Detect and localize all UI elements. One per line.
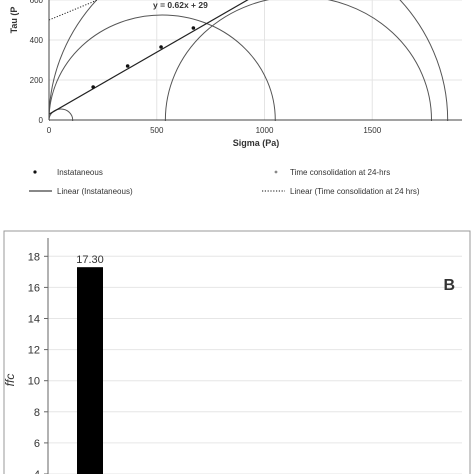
data-point-instantaneous <box>125 64 130 68</box>
data-point-instantaneous <box>91 85 95 89</box>
legend-marker-time-consolidation <box>274 170 278 174</box>
panel-a-gridlines <box>49 0 462 120</box>
mohr-circle <box>49 0 449 121</box>
panel-b-y-tick-label: 4 <box>34 469 40 474</box>
panel-b-gridlines <box>44 255 462 474</box>
panel-b-y-tick-label: 10 <box>28 376 40 388</box>
data-point-instantaneous <box>191 26 196 30</box>
panel-b-frame <box>3 230 471 474</box>
legend-label-instantaneous: Instataneous <box>57 168 103 177</box>
mohr-circle <box>164 0 432 121</box>
x-tick-label: 1000 <box>256 126 274 135</box>
panel-b-label: B <box>443 277 455 294</box>
trendline-equation: y = 0.62x + 29 <box>153 0 208 10</box>
panel-b-y-tick-label: 8 <box>34 407 40 419</box>
x-tick-label: 500 <box>150 126 164 135</box>
panel-a-y-tick-labels: 0 200 400 600 <box>30 0 44 125</box>
panel-b-y-tick-label: 18 <box>28 251 40 263</box>
fit-lines <box>49 0 249 115</box>
panel-b-bars: 17.30 <box>76 254 104 474</box>
data-points <box>91 26 196 89</box>
data-point-instantaneous <box>159 45 163 49</box>
panel-b-y-tick-labels: 4 6 8 10 12 14 16 18 <box>28 251 40 474</box>
panel-a-y-axis-label: Tau (P <box>9 7 19 34</box>
y-tick-label: 200 <box>30 76 44 85</box>
legend-label-linear-time-consolidation: Linear (Time consolidation at 24 hrs) <box>290 187 420 196</box>
legend-label-time-consolidation: Time consolidation at 24-hrs <box>290 168 390 177</box>
panel-a-x-tick-labels: 0 500 1000 1500 <box>47 126 382 135</box>
panel-b-y-tick-label: 16 <box>28 282 40 294</box>
panel-a: 0 500 1000 1500 0 200 400 600 Sigma (Pa) Tau (… <box>9 0 462 148</box>
y-tick-label: 0 <box>39 116 44 125</box>
y-tick-label: 600 <box>30 0 44 5</box>
panel-b-y-tick-label: 6 <box>34 438 40 450</box>
legend-marker-instantaneous <box>33 170 37 174</box>
mohr-circles <box>49 0 449 121</box>
x-tick-label: 0 <box>47 126 52 135</box>
panel-a-x-axis-label: Sigma (Pa) <box>233 138 280 148</box>
panel-b: 4 6 8 10 12 14 16 18 17.30 ffc B <box>3 230 471 474</box>
panel-b-y-tick-label: 12 <box>28 345 40 357</box>
linear-instantaneous-line <box>49 0 249 115</box>
legend-label-linear-instantaneous: Linear (Instataneous) <box>57 187 133 196</box>
panel-b-y-tick-label: 14 <box>28 314 40 326</box>
ffc-bar-data-label: 17.30 <box>76 254 104 266</box>
linear-time-consolidation-line <box>49 0 99 21</box>
x-tick-label: 1500 <box>363 126 381 135</box>
legend: Instataneous Time consolidation at 24-hr… <box>29 168 420 196</box>
ffc-bar <box>77 267 103 474</box>
panel-b-y-axis-label: ffc <box>3 374 17 387</box>
y-tick-label: 400 <box>30 36 44 45</box>
